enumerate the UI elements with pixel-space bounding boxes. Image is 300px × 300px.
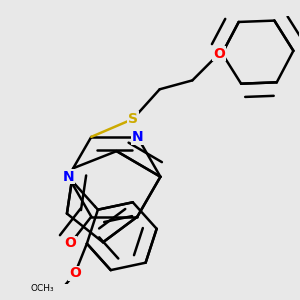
Text: O: O	[69, 266, 81, 280]
Text: N: N	[132, 130, 143, 144]
Text: O: O	[213, 46, 225, 61]
Text: S: S	[128, 112, 138, 126]
Text: OCH₃: OCH₃	[31, 284, 54, 293]
Text: N: N	[62, 170, 74, 184]
Text: O: O	[64, 236, 76, 250]
